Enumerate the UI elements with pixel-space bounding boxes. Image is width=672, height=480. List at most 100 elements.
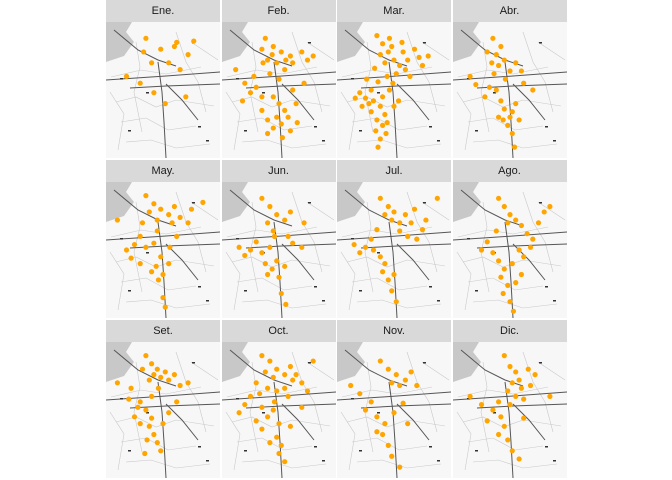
event-point [501, 423, 507, 429]
event-point [529, 87, 535, 93]
minor-street [364, 361, 374, 453]
event-point [362, 407, 369, 413]
minor-street [115, 416, 215, 428]
event-point [546, 203, 552, 210]
event-point [146, 423, 152, 429]
event-point [160, 421, 166, 427]
landmark-mark [321, 460, 325, 462]
basemap-svg [337, 22, 451, 158]
landmark-mark [423, 42, 426, 44]
event-point [506, 363, 513, 370]
event-point [402, 377, 408, 383]
event-point [382, 421, 388, 427]
event-point [281, 385, 287, 391]
water-body [452, 342, 481, 382]
event-point [149, 269, 155, 275]
facet-panel: Feb. [221, 0, 336, 158]
minor-street [467, 437, 543, 451]
event-point [158, 448, 164, 454]
event-point [504, 388, 510, 394]
event-point [493, 87, 499, 93]
event-point [493, 52, 499, 58]
facet-map [106, 182, 220, 318]
event-point [149, 60, 155, 66]
event-point [171, 203, 177, 210]
facet-strip-label: Nov. [337, 320, 451, 342]
landmark-mark [538, 362, 542, 364]
event-point [391, 103, 397, 109]
event-point [546, 393, 552, 399]
event-point [264, 414, 270, 420]
event-point [362, 95, 369, 101]
event-point [362, 244, 369, 250]
landmark-mark [474, 130, 478, 132]
event-point [185, 220, 191, 226]
event-point [478, 247, 484, 253]
main-road [106, 391, 220, 401]
event-point [200, 199, 206, 205]
water-body [106, 182, 134, 222]
minor-street [133, 201, 143, 293]
event-point [188, 206, 195, 212]
landmark-mark [359, 450, 362, 452]
main-road [157, 221, 167, 318]
landmark-mark [377, 252, 380, 254]
landmark-mark [235, 78, 239, 80]
event-point [380, 41, 386, 47]
event-point [167, 244, 173, 250]
landmark-mark [313, 126, 317, 128]
minor-street [125, 139, 211, 149]
event-point [300, 80, 307, 86]
facet-strip-label: Feb. [221, 0, 336, 22]
event-point [154, 366, 160, 372]
main-road [229, 189, 292, 227]
event-point [397, 62, 403, 69]
landmark-mark [128, 130, 131, 132]
minor-street [225, 251, 240, 311]
minor-street [356, 139, 442, 149]
minor-street [467, 277, 543, 291]
event-point [375, 144, 381, 150]
event-point [191, 38, 197, 44]
event-point [393, 299, 399, 305]
event-point [489, 407, 495, 413]
event-point [402, 67, 408, 73]
event-point [287, 128, 293, 134]
minor-street [456, 91, 471, 151]
main-road [512, 403, 545, 441]
basemap-svg [221, 342, 336, 478]
main-road [245, 403, 336, 409]
minor-street [340, 91, 356, 151]
facet-strip-label: Jul. [337, 160, 451, 182]
event-point [520, 415, 526, 421]
event-point [385, 277, 391, 283]
event-point [405, 57, 411, 63]
event-point [397, 220, 403, 226]
event-point [390, 80, 396, 86]
facet-map [221, 182, 336, 318]
event-point [389, 453, 395, 459]
event-point [411, 206, 418, 212]
event-point [123, 247, 130, 253]
event-point [258, 107, 264, 113]
minor-street [522, 31, 553, 113]
event-point [158, 206, 164, 212]
main-road [396, 83, 430, 121]
event-point [177, 214, 183, 220]
event-point [518, 222, 524, 229]
minor-street [472, 139, 557, 149]
facet-map [337, 182, 451, 318]
event-point [131, 414, 138, 420]
main-road [245, 243, 336, 249]
landmark-mark [429, 286, 432, 288]
landmark-mark [192, 362, 195, 364]
main-road [512, 83, 545, 121]
event-point [504, 282, 510, 288]
event-point [416, 54, 422, 60]
event-point [389, 217, 395, 223]
event-point [160, 295, 166, 301]
minor-street [306, 41, 334, 61]
event-point [289, 87, 295, 93]
event-point [162, 304, 168, 310]
landmark-mark [120, 238, 123, 240]
